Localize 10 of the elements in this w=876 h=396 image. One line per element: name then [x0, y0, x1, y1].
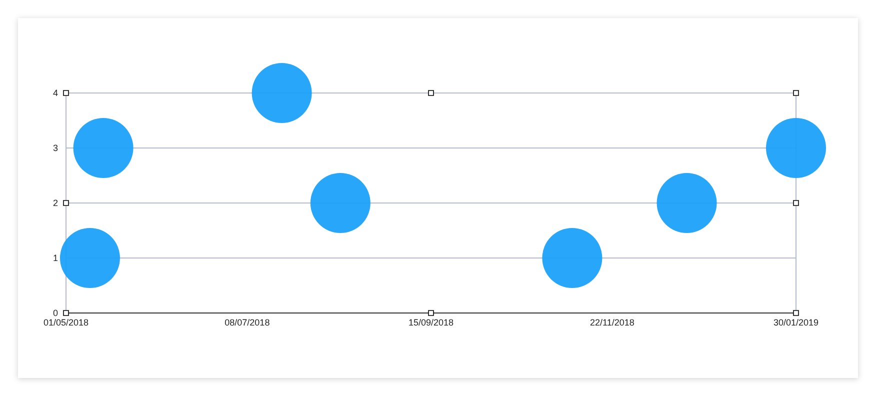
x-tick-label: 15/09/2018 — [408, 317, 454, 328]
y-tick-label: 3 — [52, 142, 58, 153]
x-tick-label: 22/11/2018 — [590, 317, 634, 328]
y-tick-label: 1 — [52, 252, 58, 263]
y-tick-label: 0 — [52, 308, 58, 318]
y-tick-label: 4 — [52, 88, 58, 98]
x-tick-label: 01/05/2018 — [43, 317, 89, 328]
y-tick-label: 2 — [52, 198, 58, 208]
x-tick-label: 08/07/2018 — [224, 317, 270, 328]
x-tick-label: 30/01/2019 — [773, 317, 819, 328]
